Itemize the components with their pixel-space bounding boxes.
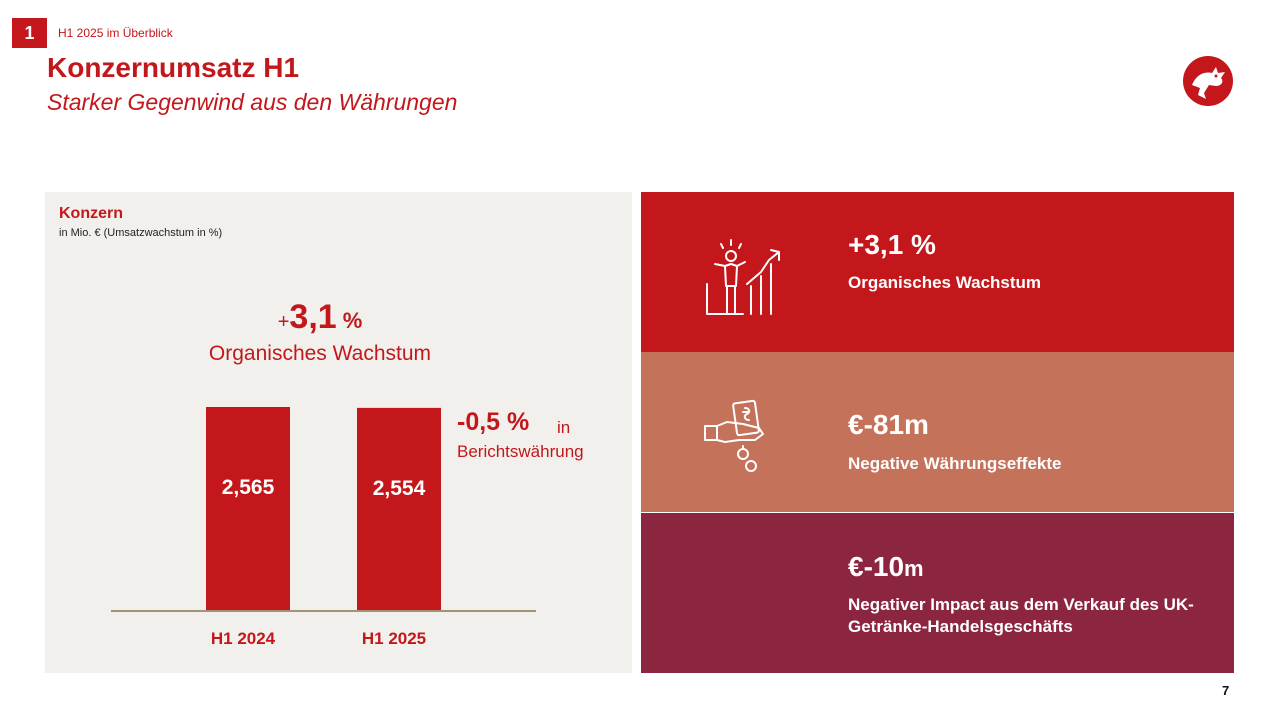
section-number-badge: 1 [12, 18, 47, 48]
bar-h1-2025 [357, 407, 441, 610]
kpi-value: +3,1 % [848, 229, 936, 260]
kpi-label: Negative Währungseffekte [848, 454, 1062, 473]
kpi-value-number: €-10 [848, 551, 905, 582]
page-subtitle: Starker Gegenwind aus den Währungen [47, 89, 458, 115]
kpi-label: Negativer Impact aus dem Verkauf des UK-… [848, 595, 1194, 636]
growth-plus-sign: + [277, 311, 290, 333]
panel-unit-label: in Mio. € (Umsatzwachstum in %) [59, 227, 223, 239]
growth-value: 3,1 [289, 298, 337, 336]
organic-growth-callout: +3,1% [195, 298, 445, 337]
bar-value-label: 2,565 [222, 476, 275, 499]
reported-growth-in: in [557, 418, 571, 437]
money-hand-icon [704, 399, 764, 472]
bar-h1-2024 [206, 407, 290, 610]
kpi-value-unit: m [904, 556, 924, 581]
organic-growth-label: Organisches Wachstum [208, 342, 432, 365]
kpi-value: €-81m [848, 409, 929, 440]
kpi-tile-uk-divestment: €-10m Negativer Impact aus dem Verkauf d… [641, 513, 1234, 673]
dragon-logo-icon [1183, 56, 1233, 106]
kpi-tile-currency-effects: €-81m Negative Währungseffekte [641, 352, 1234, 512]
x-tick-label: H1 2024 [211, 629, 276, 648]
bar-value-label: 2,554 [373, 477, 426, 500]
kpi-label: Organisches Wachstum [848, 273, 1042, 292]
growth-percent-sign: % [342, 308, 363, 333]
page-number: 7 [1222, 683, 1230, 698]
kpi-value: €-10m [848, 551, 924, 583]
panel-title: Konzern [59, 205, 123, 222]
page-title: Konzernumsatz H1 [47, 52, 300, 83]
reported-growth-value: -0,5 % [457, 408, 530, 436]
x-tick-label: H1 2025 [362, 629, 426, 648]
kpi-tile-organic-growth: +3,1 % Organisches Wachstum [641, 192, 1234, 352]
growth-person-icon [706, 239, 780, 315]
revenue-chart-panel: Konzern in Mio. € (Umsatzwachstum in %) … [45, 192, 632, 673]
breadcrumb: H1 2025 im Überblick [58, 26, 173, 40]
revenue-bar-chart: 2,565 H1 2024 2,554 H1 2025 [111, 407, 536, 648]
reported-currency-label: Berichtswährung [457, 442, 584, 461]
